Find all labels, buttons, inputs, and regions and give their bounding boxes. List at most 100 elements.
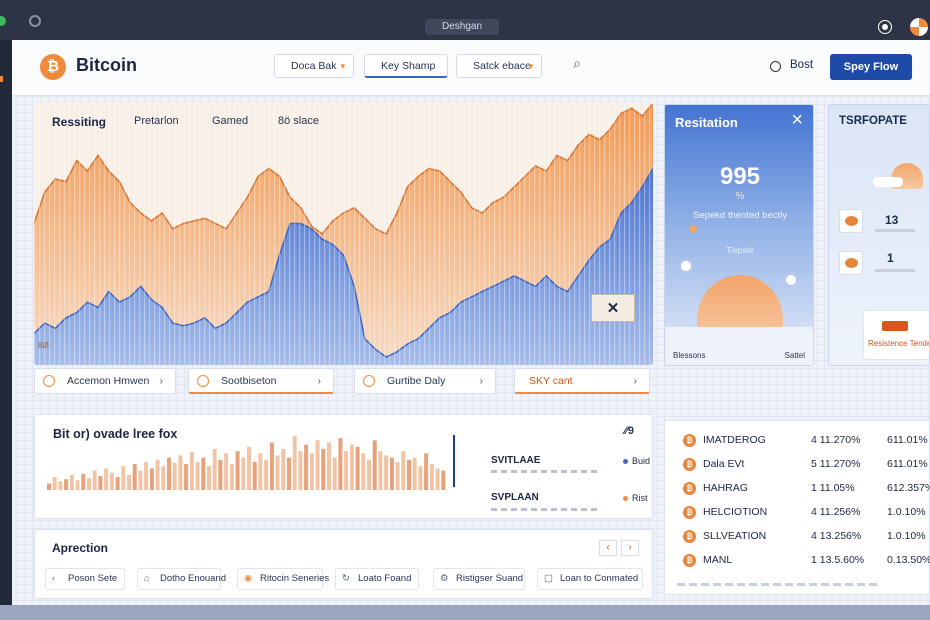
asset-name: HELCIOTION <box>703 506 768 518</box>
bar-chart-canvas <box>47 436 446 490</box>
chart-tab-pretarlon[interactable]: Pretarlon <box>134 115 179 127</box>
dropdown-doca-bak[interactable]: Doca Bak ▾ <box>274 54 354 78</box>
resitation-title: Resitation <box>675 115 738 130</box>
bar <box>435 468 440 490</box>
asset-value: 612.357% <box>887 482 930 494</box>
app-icon[interactable] <box>29 15 41 27</box>
bar <box>281 449 286 490</box>
box-icon: ▢ <box>544 573 553 584</box>
bitcoin-icon: ₿ <box>683 458 696 471</box>
bar <box>287 457 291 490</box>
bar <box>138 470 143 490</box>
asset-value: 1.0.10% <box>887 506 926 518</box>
bar <box>121 466 126 490</box>
bar <box>304 444 309 490</box>
stat-icon <box>839 209 863 233</box>
bar <box>218 459 223 490</box>
action-loato-foand[interactable]: ↻ Loato Foand <box>335 568 419 590</box>
bar <box>338 438 343 490</box>
asset-name: SLLVEATION <box>703 530 767 542</box>
bar <box>429 464 434 490</box>
prev-button[interactable]: ‹ <box>599 540 617 556</box>
action-loan-to-conmated[interactable]: ▢ Loan to Conmated <box>537 568 643 590</box>
window-titlebar: Deshgan <box>0 0 930 40</box>
bost-radio[interactable] <box>770 61 781 72</box>
close-icon[interactable]: × <box>791 109 803 131</box>
action-label: Poson Sete <box>68 573 118 584</box>
bar <box>327 442 331 490</box>
bar-chart-panel: Bit or) ovade lree fox ⁄⁄9 SVITLAAE Buid… <box>34 414 653 519</box>
chart-tab-gamed[interactable]: Gamed <box>212 115 249 127</box>
bar <box>195 461 200 490</box>
bitcoin-icon: ₿ <box>683 434 696 447</box>
bar <box>172 463 177 490</box>
quick-action-accemon[interactable]: Accemon Hmwen › <box>34 368 176 394</box>
left-handle-icon[interactable] <box>679 259 693 273</box>
list-item[interactable]: ₿ MANL 1 13.5.60% 0.13.50% <box>665 549 930 573</box>
cloud-icon <box>873 177 903 187</box>
dropdown-key-shamp[interactable]: Key Shamp <box>364 54 448 78</box>
window-status-dot <box>0 16 6 26</box>
quick-action-label: SKY cant <box>529 375 573 387</box>
dropdown-label: Doca Bak <box>291 60 337 72</box>
asset-change: 4 11.256% <box>811 506 861 518</box>
asset-value: 0.13.50% <box>887 554 930 566</box>
bar <box>355 446 360 490</box>
spey-flow-button[interactable]: Spey Flow <box>830 54 912 80</box>
bar <box>412 457 417 490</box>
bar <box>321 449 326 490</box>
bar <box>349 444 354 490</box>
bar <box>258 453 263 490</box>
refresh-icon: ↻ <box>342 573 350 584</box>
action-dotho-enouand[interactable]: ⌂ Dotho Enouand <box>137 568 226 590</box>
quick-action-gurtibe[interactable]: Gurtibe Daly › <box>354 368 496 394</box>
expand-icon[interactable]: ⁄⁄9 <box>624 425 634 437</box>
legend-line <box>491 470 601 473</box>
search-icon[interactable]: ⌕ <box>573 55 581 71</box>
bar <box>372 440 377 490</box>
quick-action-sootbiseton[interactable]: Sootbiseton › <box>188 368 334 394</box>
chevron-right-icon: › <box>633 375 638 387</box>
chart-corner-label: 8Ø <box>38 341 49 350</box>
list-item[interactable]: ₿ HELCIOTION 4 11.256% 1.0.10% <box>665 501 930 525</box>
bar-chart-title: Bit or) ovade lree fox <box>53 427 178 441</box>
resitation-footer-left: Blessons <box>673 351 706 360</box>
action-label: Dotho Enouand <box>160 573 227 584</box>
bitcoin-logo-icon: ₿ <box>40 54 66 80</box>
bar <box>424 453 429 490</box>
left-rail <box>0 40 12 610</box>
avatar[interactable] <box>910 18 928 36</box>
bar <box>389 457 394 490</box>
action-poson-sete[interactable]: ‹ Poson Sete <box>45 568 125 590</box>
dropdown-satck-ebace[interactable]: Satck ebace ▾ <box>456 54 542 78</box>
bar <box>269 442 274 490</box>
list-item[interactable]: ₿ SLLVEATION 4 13.256% 1.0.10% <box>665 525 930 549</box>
legend-tag: Buid <box>623 456 650 466</box>
chart-tab-ressiting[interactable]: Ressiting <box>52 115 107 129</box>
bar <box>344 451 349 490</box>
bar <box>161 466 166 490</box>
bar <box>75 480 80 490</box>
resistence-card[interactable]: Resistence Tendesp <box>863 310 929 360</box>
dropdown-label: Key Shamp <box>381 60 436 72</box>
right-handle-icon[interactable] <box>784 273 798 287</box>
bar <box>104 468 109 490</box>
app-header: ₿ Bitcoin Doca Bak ▾ Key Shamp Satck eba… <box>12 40 930 96</box>
list-item[interactable]: ₿ HAHRAG 1 11.05% 612.357% <box>665 477 930 501</box>
bitcoin-icon: ₿ <box>683 530 696 543</box>
list-item[interactable]: ₿ IMATDEROG 4 11.270% 611.01% <box>665 429 930 453</box>
asset-change: 1 13.5.60% <box>811 554 865 566</box>
bar <box>207 466 211 490</box>
quick-action-sky-cant[interactable]: SKY cant › <box>514 368 650 394</box>
bar <box>298 451 303 490</box>
list-item[interactable]: ₿ Dala EVt 5 11.270% 611.01% <box>665 453 930 477</box>
bar <box>224 453 229 490</box>
record-icon[interactable] <box>879 21 891 33</box>
asset-name: HAHRAG <box>703 482 748 494</box>
action-ritocin-seneries[interactable]: ◉ Ritocin Seneries <box>237 568 329 590</box>
stat-value: 13 <box>885 213 899 227</box>
next-button[interactable]: › <box>621 540 639 556</box>
close-icon[interactable]: ✕ <box>591 294 635 322</box>
action-ristigser-suand[interactable]: ⚙ Ristigser Suand <box>433 568 525 590</box>
chart-tab-slace[interactable]: 8ö slace <box>278 115 319 127</box>
